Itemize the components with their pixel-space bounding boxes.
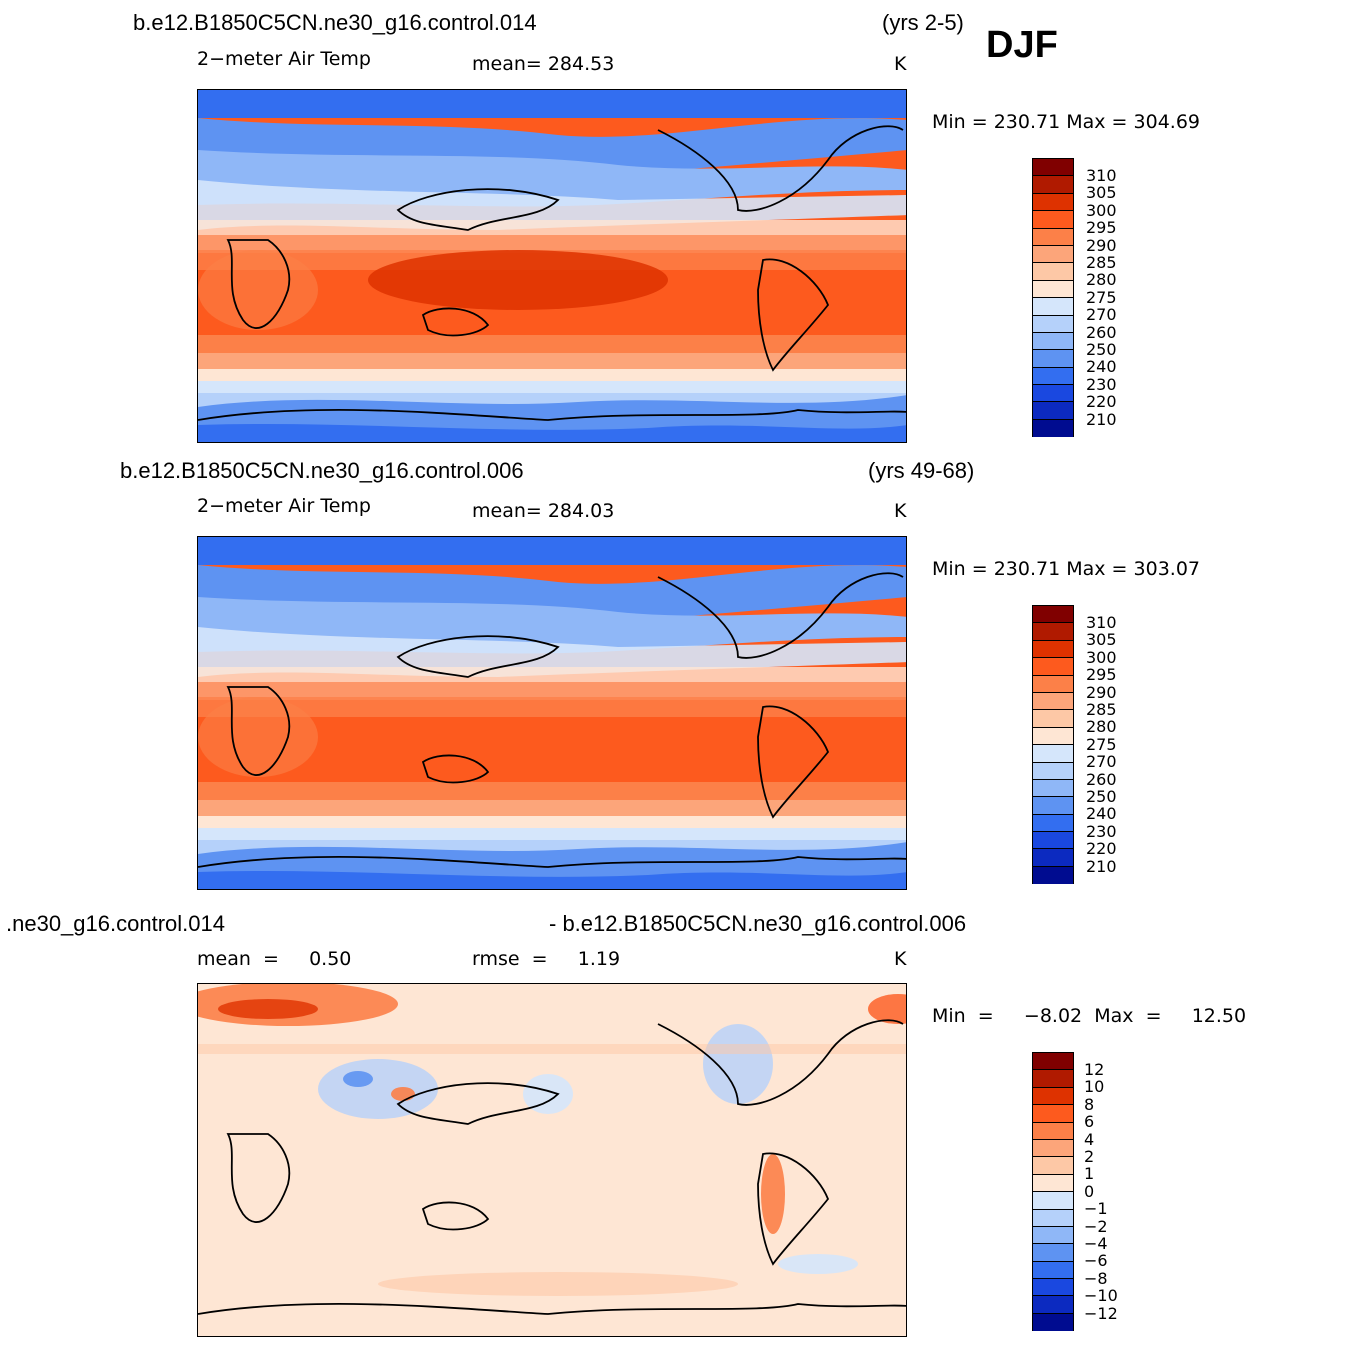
panel1-map [197,89,907,443]
cb-label: 280 [1086,717,1117,737]
cb-label: 290 [1086,235,1117,255]
panel1-minmax: Min = 230.71 Max = 304.69 [932,111,1200,133]
cb-label: 250 [1086,340,1117,360]
cb-label: 260 [1086,769,1117,789]
panel1-colorbar-labels: 310 305 300 295 290 285 280 275 270 260 … [1086,166,1117,429]
panel2-map [197,536,907,890]
cb-label: 270 [1086,752,1117,772]
panel3-colorbar-labels: 12 10 8 6 4 2 1 0 −1 −2 −4 −6 −8 −10 −12 [1084,1060,1118,1323]
panel1-units: K [894,53,907,75]
panel2-units: K [894,500,907,522]
cb-label: 6 [1084,1112,1095,1132]
panel3-units: K [894,948,907,970]
panel1-case-title: b.e12.B1850C5CN.ne30_g16.control.014 [133,10,537,35]
panel2-variable: 2−meter Air Temp [197,495,371,517]
panel2-colorbar [1032,605,1074,885]
cb-label: 260 [1086,322,1117,342]
cb-label: 270 [1086,305,1117,325]
panel3-minmax: Min = −8.02 Max = 12.50 [932,1005,1247,1027]
cb-label: −12 [1084,1303,1118,1323]
panel2-colorbar-labels: 310 305 300 295 290 285 280 275 270 260 … [1086,613,1117,876]
panel1-variable: 2−meter Air Temp [197,48,371,70]
panel3-case-left: .ne30_g16.control.014 [6,911,225,936]
cb-label: 2 [1084,1147,1095,1167]
panel2-years: (yrs 49-68) [868,458,975,483]
cb-label: 12 [1084,1060,1105,1079]
cb-label: 220 [1086,392,1117,412]
panel3-colorbar [1032,1052,1074,1332]
panel2-case-title: b.e12.B1850C5CN.ne30_g16.control.006 [120,458,524,483]
cb-label: 210 [1086,856,1117,876]
cb-label: 250 [1086,787,1117,807]
cb-label: 8 [1084,1094,1095,1114]
cb-label: 305 [1086,630,1117,650]
cb-label: 1 [1084,1164,1095,1184]
cb-label: 275 [1086,734,1117,754]
cb-label: 10 [1084,1077,1105,1097]
cb-label: 275 [1086,287,1117,307]
cb-label: 240 [1086,804,1117,824]
cb-label: −4 [1084,1234,1108,1254]
panel1-colorbar [1032,158,1074,438]
cb-label: 295 [1086,218,1117,238]
cb-label: 210 [1086,409,1117,429]
cb-label: 285 [1086,700,1117,720]
panel2-minmax: Min = 230.71 Max = 303.07 [932,558,1200,580]
cb-label: −1 [1084,1199,1108,1219]
panel3-map [197,983,907,1337]
cb-label: 230 [1086,374,1117,394]
panel3-rmse: rmse = 1.19 [472,948,621,970]
panel1-years: (yrs 2-5) [882,10,964,35]
season-label: DJF [986,24,1058,66]
cb-label: 310 [1086,613,1117,632]
cb-label: 285 [1086,253,1117,273]
panel3-mean: mean = 0.50 [197,948,352,970]
cb-label: 280 [1086,270,1117,290]
cb-label: −6 [1084,1251,1108,1271]
cb-label: 290 [1086,682,1117,702]
cb-label: 310 [1086,166,1117,185]
cb-label: 0 [1084,1181,1095,1201]
panel3-case-right: - b.e12.B1850C5CN.ne30_g16.control.006 [549,911,967,936]
cb-label: 4 [1084,1129,1095,1149]
cb-label: 220 [1086,839,1117,859]
panel2-mean: mean= 284.03 [472,500,615,522]
cb-label: −8 [1084,1268,1108,1288]
panel1-mean: mean= 284.53 [472,53,615,75]
cb-label: 300 [1086,647,1117,667]
cb-label: −10 [1084,1286,1118,1306]
cb-label: 305 [1086,183,1117,203]
cb-label: 230 [1086,821,1117,841]
cb-label: −2 [1084,1216,1108,1236]
cb-label: 300 [1086,200,1117,220]
cb-label: 240 [1086,357,1117,377]
cb-label: 295 [1086,665,1117,685]
